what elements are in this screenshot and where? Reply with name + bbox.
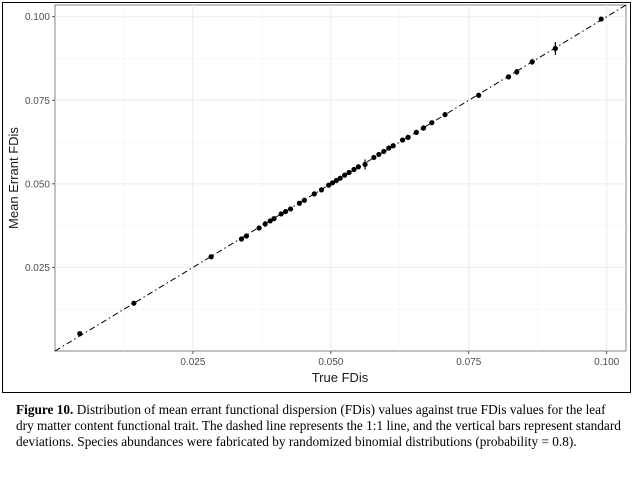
data-point (296, 200, 302, 206)
data-point (271, 216, 277, 222)
data-point (390, 143, 396, 149)
data-point (371, 154, 377, 161)
data-point (362, 161, 368, 168)
x-tick-label: 0.075 (456, 357, 481, 368)
data-point (287, 206, 294, 212)
data-point (346, 169, 352, 176)
data-point (278, 211, 284, 217)
data-point (301, 197, 307, 203)
data-point (386, 145, 392, 151)
data-point (283, 208, 289, 215)
data-point (238, 236, 245, 242)
data-point (442, 112, 448, 118)
data-point (329, 180, 336, 186)
data-point (529, 59, 535, 65)
data-point (243, 233, 250, 239)
axis-ticks: 0.025 0.050 0.075 0.100 0.025 0.050 0.075 0.100 (25, 12, 620, 368)
data-point (413, 129, 419, 135)
figure-caption: Figure 10. Distribution of mean errant f… (16, 402, 622, 450)
data-point (429, 120, 435, 126)
y-axis-title: Mean Errant FDis (6, 127, 21, 229)
data-point (318, 187, 325, 193)
x-axis-title: True FDis (312, 370, 369, 385)
data-points (77, 16, 604, 337)
data-point (376, 151, 382, 158)
data-point (598, 16, 604, 22)
data-point (131, 300, 137, 306)
caption-label: Figure 10. (16, 402, 74, 417)
data-point (337, 175, 343, 181)
y-tick-label: 0.050 (25, 179, 50, 190)
y-tick-label: 0.100 (25, 12, 50, 23)
data-point (267, 218, 273, 224)
data-point (514, 69, 520, 75)
x-tick-label: 0.050 (318, 357, 343, 368)
data-point (552, 45, 558, 52)
x-tick-label: 0.100 (594, 357, 619, 368)
y-tick-label: 0.025 (25, 263, 50, 274)
data-point (326, 182, 332, 188)
data-point (311, 191, 317, 197)
data-point (399, 137, 406, 143)
x-tick-label: 0.025 (180, 357, 205, 368)
scatter-chart: 0.025 0.050 0.075 0.100 0.025 0.050 0.075 0.100… (6, 4, 627, 385)
data-point (333, 177, 339, 184)
data-point (77, 331, 83, 337)
data-point (342, 172, 348, 178)
data-point (351, 166, 357, 173)
data-point (208, 254, 214, 260)
data-point (381, 148, 387, 155)
caption-text: Distribution of mean errant functional d… (16, 402, 621, 449)
data-point (505, 74, 512, 80)
data-point (476, 92, 482, 98)
data-point (355, 164, 362, 170)
grid-lines (55, 5, 626, 351)
data-point (262, 221, 268, 227)
data-point (256, 225, 262, 231)
y-tick-label: 0.075 (25, 96, 50, 107)
data-point (405, 134, 411, 140)
data-point (420, 125, 427, 131)
